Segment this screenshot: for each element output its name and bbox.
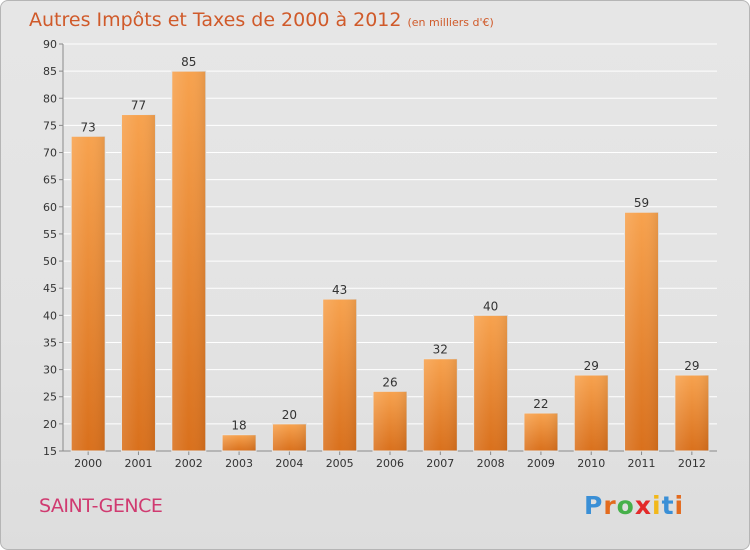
x-tick-label-2009: 2009 bbox=[527, 457, 555, 470]
value-label-2006: 26 bbox=[382, 375, 397, 389]
x-tick-label-2002: 2002 bbox=[175, 457, 203, 470]
value-label-2007: 32 bbox=[433, 343, 448, 357]
y-tick-label: 80 bbox=[43, 92, 57, 105]
x-tick-label-2007: 2007 bbox=[426, 457, 454, 470]
logo-letter: r bbox=[603, 491, 617, 520]
y-tick-label: 85 bbox=[43, 65, 57, 78]
logo-letter: o bbox=[616, 491, 635, 520]
bar-shade-2009 bbox=[523, 413, 558, 451]
y-tick-label: 45 bbox=[43, 282, 57, 295]
y-tick-label: 75 bbox=[43, 119, 57, 132]
bar-shade-2004 bbox=[272, 423, 307, 451]
x-tick-label-2000: 2000 bbox=[74, 457, 102, 470]
bar-shade-2008 bbox=[473, 315, 508, 451]
x-tick-label-2011: 2011 bbox=[628, 457, 656, 470]
chart-title-text: Autres Impôts et Taxes de 2000 à 2012 bbox=[29, 9, 402, 31]
grid-lines bbox=[63, 43, 717, 425]
y-tick-label: 60 bbox=[43, 201, 57, 214]
value-label-2008: 40 bbox=[483, 299, 498, 313]
y-tick-label: 90 bbox=[43, 38, 57, 51]
y-tick-label: 70 bbox=[43, 147, 57, 160]
x-tick-label-2001: 2001 bbox=[124, 457, 152, 470]
logo-letter: x bbox=[634, 491, 652, 520]
value-label-2011: 59 bbox=[634, 196, 649, 210]
value-label-2004: 20 bbox=[282, 408, 297, 422]
logo-letter: P bbox=[584, 491, 604, 520]
y-tick-label: 35 bbox=[43, 336, 57, 349]
commune-name: SAINT-GENCE bbox=[39, 495, 163, 517]
x-tick-label-2004: 2004 bbox=[275, 457, 303, 470]
x-tick-label-2008: 2008 bbox=[477, 457, 505, 470]
chart-title: Autres Impôts et Taxes de 2000 à 2012 (en… bbox=[29, 9, 494, 31]
y-tick-label: 20 bbox=[43, 418, 57, 431]
bar-shade-2003 bbox=[222, 434, 257, 451]
value-label-2010: 29 bbox=[584, 359, 599, 373]
value-label-2003: 18 bbox=[231, 419, 246, 433]
value-label-2002: 85 bbox=[181, 55, 196, 69]
y-tick-label: 50 bbox=[43, 255, 57, 268]
bar-shade-2012 bbox=[674, 375, 709, 451]
y-tick-label: 65 bbox=[43, 174, 57, 187]
x-tick-label-2005: 2005 bbox=[326, 457, 354, 470]
y-tick-label: 25 bbox=[43, 391, 57, 404]
value-label-2001: 77 bbox=[131, 99, 146, 113]
bar-shade-2002 bbox=[171, 71, 206, 451]
value-label-2000: 73 bbox=[81, 120, 96, 134]
bar-shade-2005 bbox=[322, 299, 357, 451]
bar-shade-2001 bbox=[121, 114, 156, 452]
logo-letter: i bbox=[652, 491, 662, 520]
y-tick-label: 30 bbox=[43, 364, 57, 377]
value-label-2005: 43 bbox=[332, 283, 347, 297]
proxiti-logo: Proxiti bbox=[584, 491, 684, 520]
bar-shade-2007 bbox=[423, 358, 458, 451]
y-tick-label: 40 bbox=[43, 309, 57, 322]
y-tick-label: 55 bbox=[43, 228, 57, 241]
value-label-2012: 29 bbox=[684, 359, 699, 373]
axes: 15 20 25 30 35 40 45 50 55 60 65 70 75 80 85 90 2000 2001… bbox=[43, 38, 717, 470]
value-labels-group: 73 77 85 18 20 43 26 32 40 22 29 59 29 bbox=[81, 55, 700, 433]
chart-unit: (en milliers d'€) bbox=[407, 16, 494, 29]
bar-shade-2010 bbox=[574, 375, 609, 451]
x-tick-label-2010: 2010 bbox=[577, 457, 605, 470]
bar-shade-2011 bbox=[624, 212, 659, 451]
bars-group bbox=[70, 70, 710, 452]
bar-shade-2006 bbox=[373, 391, 407, 451]
x-tick-label-2003: 2003 bbox=[225, 457, 253, 470]
x-tick-label-2012: 2012 bbox=[678, 457, 706, 470]
logo-letter: i bbox=[674, 491, 685, 520]
y-tick-label: 15 bbox=[43, 445, 57, 458]
logo-letter: t bbox=[661, 491, 675, 520]
bar-shade-2000 bbox=[71, 136, 106, 451]
x-tick-label-2006: 2006 bbox=[376, 457, 404, 470]
value-label-2009: 22 bbox=[533, 397, 548, 411]
